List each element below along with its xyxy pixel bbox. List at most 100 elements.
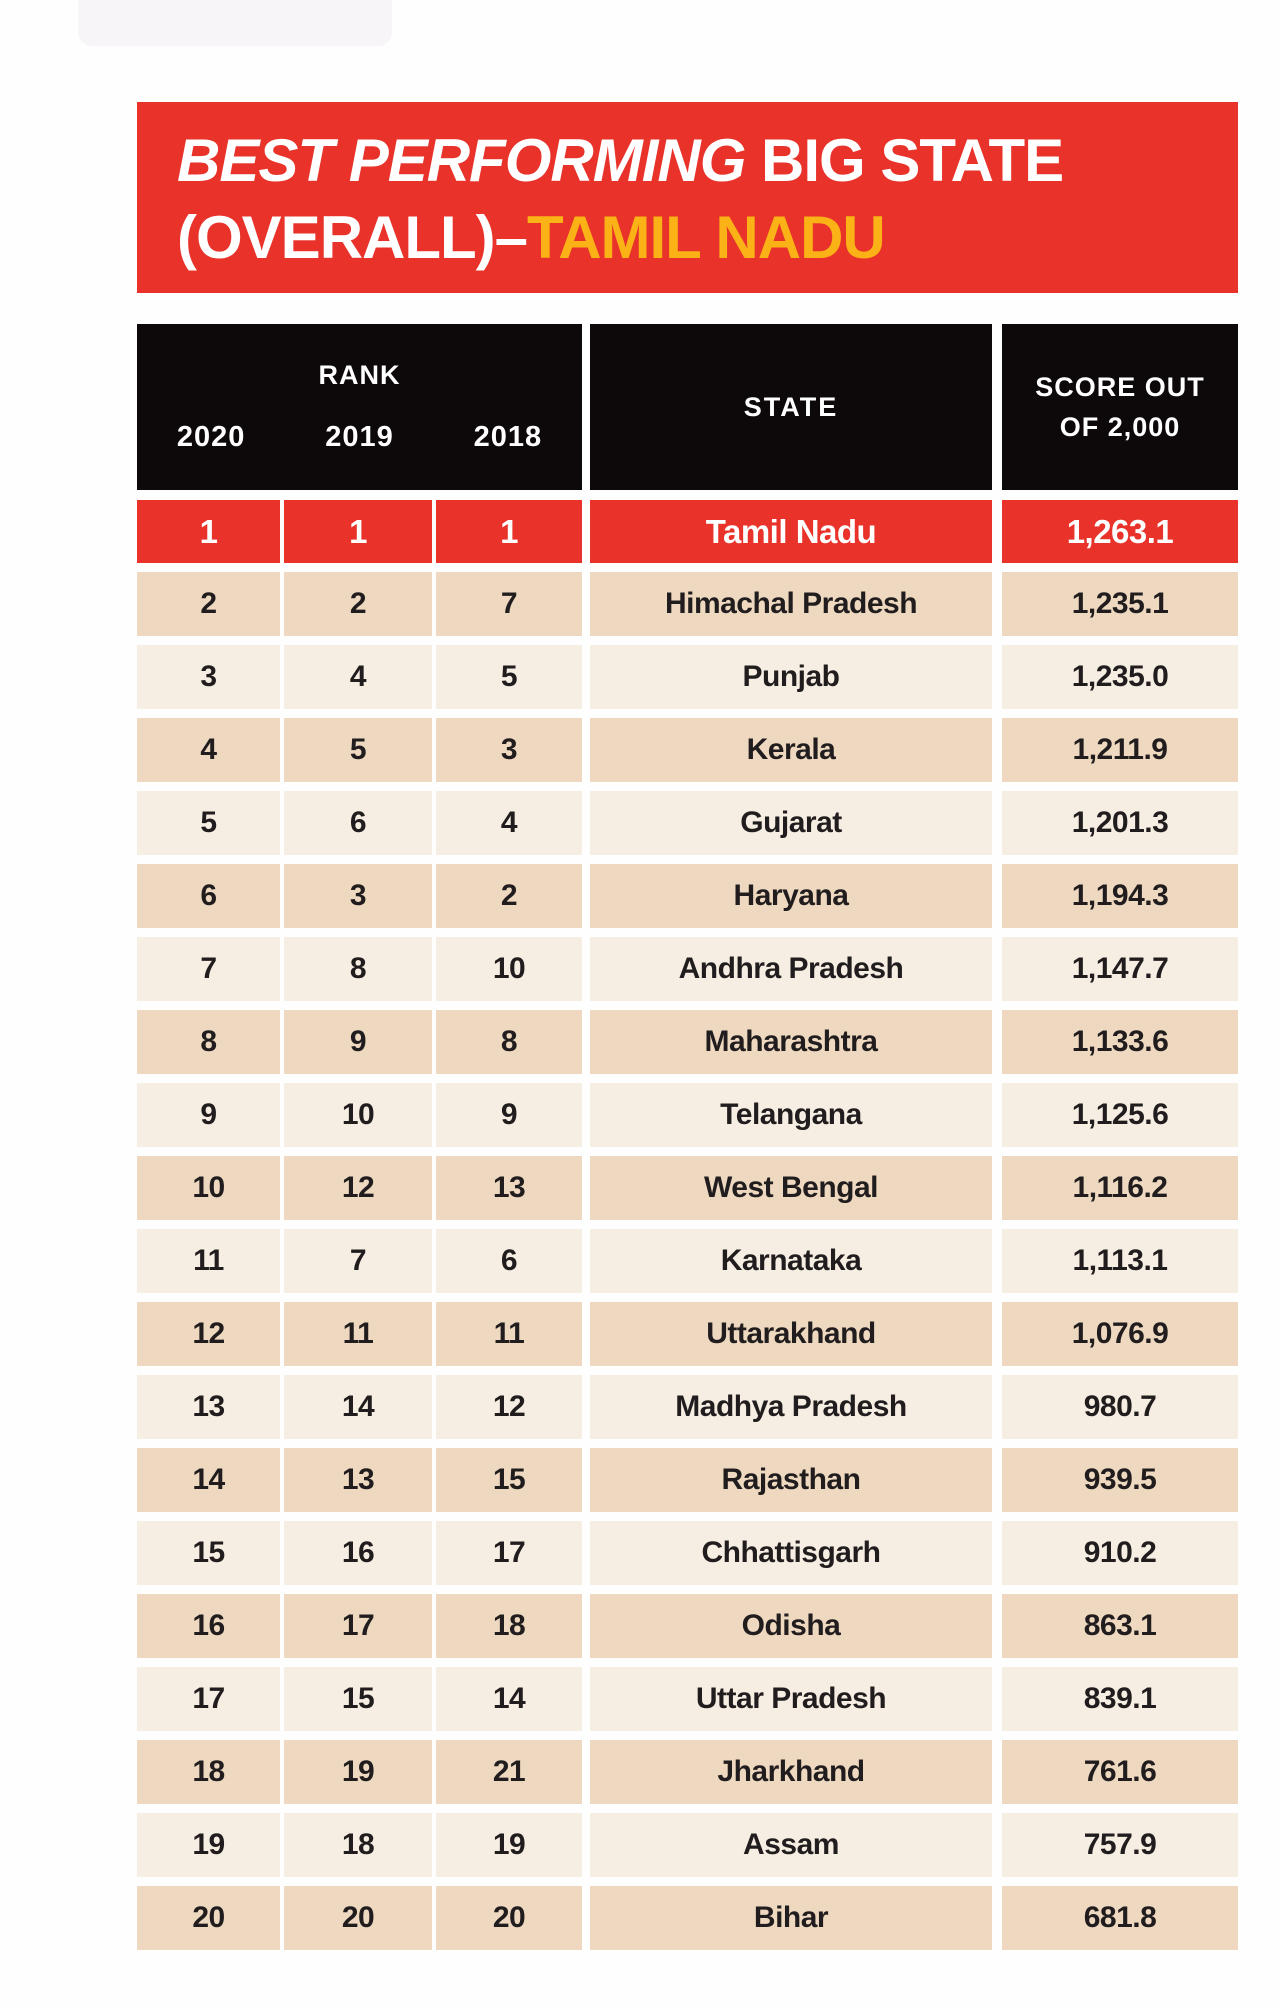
title-tamil-nadu: TAMIL NADU — [527, 204, 886, 271]
header-score-line2: OF 2,000 — [1059, 412, 1181, 442]
score-cell: 1,201.3 — [1002, 791, 1238, 855]
score-cell: 1,076.9 — [1002, 1302, 1238, 1366]
state-cell: Odisha — [590, 1594, 992, 1658]
state-cell: Uttar Pradesh — [590, 1667, 992, 1731]
state-cell: Rajasthan — [590, 1448, 992, 1512]
rank-2020-cell: 2 — [137, 572, 280, 636]
table-row: 19 18 19 Assam 757.9 — [137, 1813, 1238, 1877]
table-row: 5 6 4 Gujarat 1,201.3 — [137, 791, 1238, 855]
rank-2020-cell: 8 — [137, 1010, 280, 1074]
rank-2018-cell: 9 — [436, 1083, 582, 1147]
table-body: 1 1 1 Tamil Nadu 1,263.1 2 2 7 Himachal Pradesh 1… — [137, 500, 1238, 1950]
rank-2018-cell: 11 — [436, 1302, 582, 1366]
rank-2020-cell: 16 — [137, 1594, 280, 1658]
score-cell: 1,113.1 — [1002, 1229, 1238, 1293]
title-big-state: BIG STATE — [745, 127, 1064, 194]
table-row: 6 3 2 Haryana 1,194.3 — [137, 864, 1238, 928]
rank-2020-cell: 7 — [137, 937, 280, 1001]
infographic: BEST PERFORMING BIG STATE (OVERALL)–TAMI… — [137, 102, 1238, 1950]
score-cell: 863.1 — [1002, 1594, 1238, 1658]
title-banner: BEST PERFORMING BIG STATE (OVERALL)–TAMI… — [137, 102, 1238, 293]
table-row: 7 8 10 Andhra Pradesh 1,147.7 — [137, 937, 1238, 1001]
rank-2018-cell: 14 — [436, 1667, 582, 1731]
state-cell: Uttarakhand — [590, 1302, 992, 1366]
rank-2020-cell: 11 — [137, 1229, 280, 1293]
state-cell: Maharashtra — [590, 1010, 992, 1074]
state-cell: Andhra Pradesh — [590, 937, 992, 1001]
header-state-label: STATE — [743, 391, 839, 422]
state-cell: Tamil Nadu — [590, 500, 992, 563]
state-cell: Chhattisgarh — [590, 1521, 992, 1585]
state-cell: Jharkhand — [590, 1740, 992, 1804]
rank-2019-cell: 16 — [284, 1521, 432, 1585]
header-years-row: 2020 2019 2018 — [137, 421, 582, 454]
title-overall: (OVERALL)– — [177, 204, 528, 271]
rank-2020-cell: 12 — [137, 1302, 280, 1366]
rank-2019-cell: 12 — [284, 1156, 432, 1220]
rank-2020-cell: 18 — [137, 1740, 280, 1804]
score-cell: 1,116.2 — [1002, 1156, 1238, 1220]
rank-2018-cell: 19 — [436, 1813, 582, 1877]
score-cell: 1,211.9 — [1002, 718, 1238, 782]
state-cell: Assam — [590, 1813, 992, 1877]
title-line-1: BEST PERFORMING BIG STATE — [177, 122, 1238, 199]
rank-2019-cell: 2 — [284, 572, 432, 636]
rank-2020-cell: 13 — [137, 1375, 280, 1439]
header-score-label: SCORE OUT OF 2,000 — [1035, 367, 1205, 447]
title-line-2: (OVERALL)–TAMIL NADU — [177, 199, 1238, 276]
rank-2019-cell: 20 — [284, 1886, 432, 1950]
score-cell: 1,263.1 — [1002, 500, 1238, 563]
rank-2018-cell: 13 — [436, 1156, 582, 1220]
table-row: 2 2 7 Himachal Pradesh 1,235.1 — [137, 572, 1238, 636]
rank-2018-cell: 12 — [436, 1375, 582, 1439]
score-cell: 761.6 — [1002, 1740, 1238, 1804]
rank-2019-cell: 19 — [284, 1740, 432, 1804]
table-row: 16 17 18 Odisha 863.1 — [137, 1594, 1238, 1658]
rank-2019-cell: 1 — [284, 500, 432, 563]
header-rank-label: RANK — [318, 360, 401, 390]
state-cell: Bihar — [590, 1886, 992, 1950]
rank-2020-cell: 3 — [137, 645, 280, 709]
table-row: 11 7 6 Karnataka 1,113.1 — [137, 1229, 1238, 1293]
rank-2020-cell: 4 — [137, 718, 280, 782]
rank-2018-cell: 8 — [436, 1010, 582, 1074]
header-year-2018: 2018 — [473, 421, 543, 453]
rank-2020-cell: 15 — [137, 1521, 280, 1585]
header-year-2020: 2020 — [176, 421, 246, 453]
score-cell: 839.1 — [1002, 1667, 1238, 1731]
rank-2018-cell: 1 — [436, 500, 582, 563]
score-cell: 1,125.6 — [1002, 1083, 1238, 1147]
score-cell: 1,147.7 — [1002, 937, 1238, 1001]
table-row: 3 4 5 Punjab 1,235.0 — [137, 645, 1238, 709]
table-row: 13 14 12 Madhya Pradesh 980.7 — [137, 1375, 1238, 1439]
rank-2020-cell: 1 — [137, 500, 280, 563]
rank-2019-cell: 9 — [284, 1010, 432, 1074]
rank-2020-cell: 17 — [137, 1667, 280, 1731]
header-year-2019: 2019 — [325, 421, 394, 453]
score-cell: 757.9 — [1002, 1813, 1238, 1877]
table-row: 8 9 8 Maharashtra 1,133.6 — [137, 1010, 1238, 1074]
rank-2019-cell: 13 — [284, 1448, 432, 1512]
rank-2018-cell: 2 — [436, 864, 582, 928]
score-cell: 681.8 — [1002, 1886, 1238, 1950]
score-cell: 1,133.6 — [1002, 1010, 1238, 1074]
table-row: 9 10 9 Telangana 1,125.6 — [137, 1083, 1238, 1147]
rank-2019-cell: 15 — [284, 1667, 432, 1731]
table-row: 17 15 14 Uttar Pradesh 839.1 — [137, 1667, 1238, 1731]
rank-2019-cell: 10 — [284, 1083, 432, 1147]
rank-2018-cell: 15 — [436, 1448, 582, 1512]
rank-2018-cell: 6 — [436, 1229, 582, 1293]
state-cell: Madhya Pradesh — [590, 1375, 992, 1439]
state-cell: Kerala — [590, 718, 992, 782]
table-row: 12 11 11 Uttarakhand 1,076.9 — [137, 1302, 1238, 1366]
rank-2018-cell: 17 — [436, 1521, 582, 1585]
rank-2019-cell: 3 — [284, 864, 432, 928]
table-row: 18 19 21 Jharkhand 761.6 — [137, 1740, 1238, 1804]
score-cell: 1,194.3 — [1002, 864, 1238, 928]
rank-2019-cell: 8 — [284, 937, 432, 1001]
header-score-block: SCORE OUT OF 2,000 — [1002, 324, 1238, 490]
cropped-overlay-fragment — [78, 0, 392, 46]
table-row: 10 12 13 West Bengal 1,116.2 — [137, 1156, 1238, 1220]
score-cell: 1,235.0 — [1002, 645, 1238, 709]
